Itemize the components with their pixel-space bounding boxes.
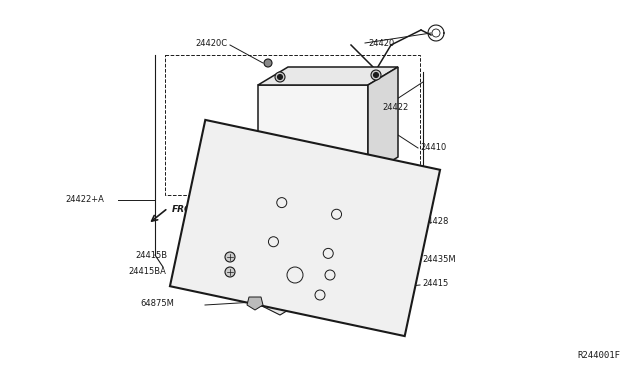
Circle shape — [371, 70, 381, 80]
Polygon shape — [240, 255, 260, 285]
Text: 24420C: 24420C — [195, 38, 227, 48]
Polygon shape — [247, 297, 263, 310]
Polygon shape — [170, 120, 440, 336]
Polygon shape — [258, 85, 368, 175]
Text: 64875M: 64875M — [140, 299, 174, 308]
Text: 24415: 24415 — [422, 279, 448, 288]
Circle shape — [225, 267, 235, 277]
Circle shape — [278, 74, 282, 80]
Text: 24420: 24420 — [368, 38, 394, 48]
Text: R244001F: R244001F — [577, 350, 620, 359]
Text: 24410: 24410 — [420, 144, 446, 153]
Circle shape — [374, 73, 378, 77]
Text: FRONT: FRONT — [172, 205, 206, 215]
Polygon shape — [260, 245, 370, 315]
Text: 24435M: 24435M — [422, 256, 456, 264]
Text: 24415B: 24415B — [135, 250, 167, 260]
Circle shape — [264, 59, 272, 67]
Polygon shape — [368, 67, 398, 175]
Circle shape — [225, 252, 235, 262]
Circle shape — [275, 72, 285, 82]
Text: 24422+A: 24422+A — [65, 196, 104, 205]
Polygon shape — [258, 67, 398, 85]
Text: 24422: 24422 — [382, 103, 408, 112]
Text: 24428: 24428 — [422, 218, 449, 227]
Polygon shape — [370, 255, 390, 285]
Text: 24415BA: 24415BA — [128, 267, 166, 276]
